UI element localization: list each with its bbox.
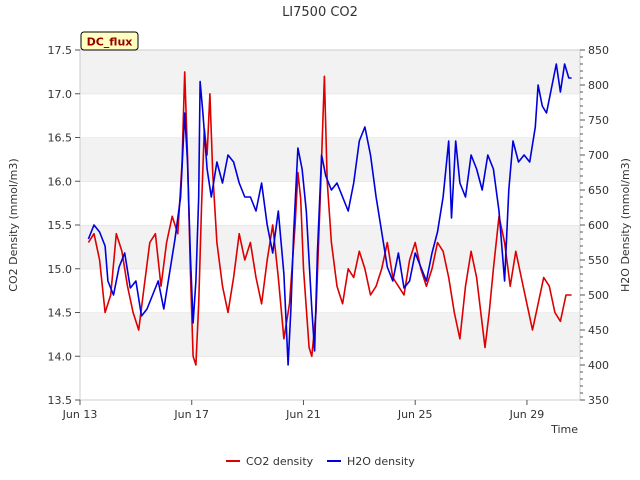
- y-left-tick-label: 15.0: [48, 263, 73, 276]
- y-left-tick-label: 14.5: [48, 307, 73, 320]
- x-tick-label: Jun 21: [285, 408, 321, 421]
- grid-band: [80, 93, 580, 138]
- y-right-tick-label: 450: [588, 324, 609, 337]
- y-right-tick-label: 500: [588, 289, 609, 302]
- y-axis-right-label: H2O Density (mmol/m3): [619, 158, 632, 292]
- grid-band: [80, 312, 580, 357]
- series-line-h2o-density: [87, 63, 572, 366]
- legend: CO2 density H2O density: [226, 455, 415, 468]
- badge: DC_flux: [80, 31, 139, 51]
- badge-label: DC_flux: [87, 36, 133, 49]
- y-right-tick-label: 750: [588, 114, 609, 127]
- series-lines: [87, 63, 572, 366]
- y-right-tick-label: 600: [588, 219, 609, 232]
- legend-label-co2: CO2 density: [246, 455, 314, 468]
- y-right-tick-label: 400: [588, 359, 609, 372]
- y-left-tick-label: 16.0: [48, 175, 73, 188]
- grid-band: [80, 356, 580, 400]
- y-right-tick-label: 800: [588, 79, 609, 92]
- y-right-tick-label: 650: [588, 184, 609, 197]
- y-left-tick-label: 14.0: [48, 350, 73, 363]
- chart-title: LI7500 CO2: [282, 5, 358, 20]
- y-left-tick-label: 13.5: [48, 394, 73, 407]
- y-right-tick-label: 550: [588, 254, 609, 267]
- y-left-tick-label: 16.5: [48, 132, 73, 145]
- x-tick-label: Jun 29: [509, 408, 545, 421]
- y-right-tick-label: 850: [588, 44, 609, 57]
- x-tick-label: Jun 25: [397, 408, 433, 421]
- y-left-tick-label: 15.5: [48, 219, 73, 232]
- y-left-tick-label: 17.0: [48, 88, 73, 101]
- x-axis-label: Time: [550, 423, 578, 436]
- x-tick-label: Jun 17: [173, 408, 209, 421]
- x-tick-label: Jun 13: [62, 408, 98, 421]
- y-right-tick-label: 350: [588, 394, 609, 407]
- grid-band: [80, 50, 580, 94]
- grid-band: [80, 137, 580, 182]
- badge-box: [80, 31, 139, 51]
- legend-label-h2o: H2O density: [347, 455, 415, 468]
- y-left-tick-label: 17.5: [48, 44, 73, 57]
- y-right-tick-label: 700: [588, 149, 609, 162]
- plot-bands: [80, 49, 580, 400]
- axes: 13.5 14.0 14.5 15.0 15.5 16.0 16.5 17.0 17.5 350 4…: [48, 44, 610, 421]
- y-axis-left-label: CO2 Density (mmol/m3): [7, 158, 20, 291]
